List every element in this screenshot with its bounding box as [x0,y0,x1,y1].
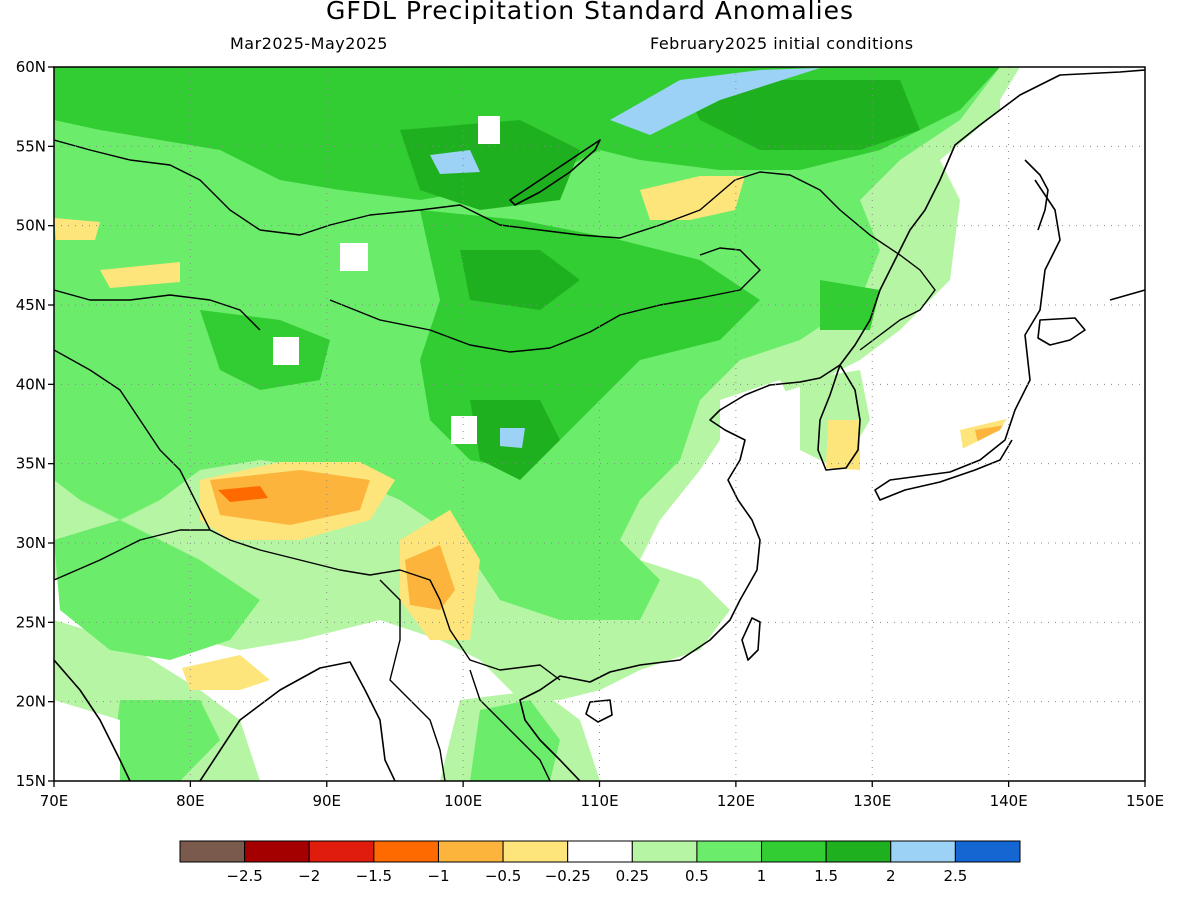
fill-lightyellow-korea [826,420,860,470]
fill-green-indochina [470,700,560,781]
fill-lightyellow-kazakh [54,218,100,240]
colorbar-swatch [502,840,569,863]
lon-tick-label: 110E [580,792,618,810]
fill-midgreen-west [200,310,330,390]
fill-lightblue-baikal [430,150,480,174]
coastline-sakhalin [1024,159,1049,231]
lat-tick-label: 35N [16,455,46,473]
fill-darkgreen-mongolia [460,250,580,310]
lon-tick-label: 150E [1126,792,1164,810]
fill-darkorange-tibet [218,486,268,502]
colorbar-swatch [437,840,504,863]
fill-lightyellow-manchuria [640,176,745,220]
fill-missing-1 [478,116,500,144]
colorbar-swatch [761,840,827,863]
map-initial-conditions: February2025 initial conditions [650,34,914,53]
border-indochina [469,669,551,781]
colorbar-swatch [179,840,246,863]
coastline-japan [874,179,1061,501]
lat-tick-label: 15N [16,772,46,790]
colorbar-swatch [890,840,956,863]
lon-tick-label: 130E [853,792,891,810]
coastline-hokkaido [1037,317,1086,346]
fill-lightblue-north [610,68,820,135]
lon-tick-label: 90E [312,792,341,810]
fill-missing-4 [451,416,477,444]
fill-ocean-pacific [720,67,1145,781]
colorbar-swatch [373,840,439,863]
coastlines [54,69,1145,781]
coastline-baikal [509,139,601,206]
fill-lightblue-qinghai [500,428,525,448]
colorbar-swatch [244,840,310,863]
lon-tick-label: 100E [444,792,482,810]
coastline-asia-east [519,69,1145,781]
map-title: GFDL Precipitation Standard Anomalies [326,0,854,25]
fill-lightyellow-central [100,262,180,288]
fill-orange-tibet [210,470,370,525]
anomaly-fills [54,67,1145,781]
border-kazakh [54,289,261,331]
lat-tick-label: 30N [16,534,46,552]
fill-midgreen-northeast [820,280,880,330]
fill-ocean-scs [600,690,760,781]
coastline-hainan [585,699,613,723]
lon-tick-label: 80E [176,792,205,810]
lon-tick-label: 70E [40,792,69,810]
grid-lines [54,67,1145,781]
map-period: Mar2025-May2025 [230,34,388,53]
colorbar-label: 0.5 [685,867,709,885]
colorbar-label: −2.5 [226,867,262,885]
colorbar-legend: −2.5 −2 −1.5 −1 −0.5 −0.25 0.25 0.5 1 1.5 2 2.5 [179,840,1021,885]
lat-tick-label: 25N [16,613,46,631]
fill-lightyellow-india [182,655,270,690]
lon-tick-label: 140E [990,792,1028,810]
fill-missing-2 [340,243,368,271]
colorbar-label: 0.25 [616,867,649,885]
colorbar-label: −2 [298,867,320,885]
border-china-west [54,349,561,681]
lon-tick-label: 120E [717,792,755,810]
fill-green-tibet-south [54,520,260,660]
coastline-korea [817,364,861,471]
colorbar-label: −0.5 [485,867,521,885]
lat-tick-label: 60N [16,58,46,76]
fill-darkgreen-baikal [400,120,580,210]
coastline-kamchatka [1109,289,1145,301]
colorbar-swatch [631,840,698,863]
colorbar-swatch [308,840,375,863]
coastline-india-bay [54,659,131,781]
colorbar-swatch [567,840,633,863]
lat-tick-label: 40N [16,375,46,393]
axis-ticks: 70E 80E 90E 100E 110E 120E 130E 140E 150E 60N 55N 5… [16,58,1164,810]
fill-orange-yunnan [405,545,455,610]
lat-tick-label: 45N [16,296,46,314]
lat-tick-label: 20N [16,693,46,711]
colorbar-label: 2 [886,867,896,885]
colorbar-label: 1.5 [814,867,838,885]
lat-tick-label: 55N [16,137,46,155]
fill-ocean-bengal [260,680,390,781]
colorbar-swatch [696,840,763,863]
fill-ocean-bay [54,700,120,781]
colorbar-label: 1 [757,867,767,885]
border-burma [379,579,446,781]
coastline-taiwan [741,617,761,661]
colorbar-swatch [954,840,1021,863]
lat-tick-label: 50N [16,217,46,235]
fill-darkgreen-north [680,80,920,150]
border-mongolia-china [329,247,761,353]
colorbar-label: −1 [427,867,449,885]
colorbar-label: −0.25 [545,867,591,885]
national-borders [54,139,936,781]
fill-green-india [110,700,220,781]
coastline-bengal [199,661,396,781]
colorbar-label: 2.5 [943,867,967,885]
fill-ocean-yellowsea [720,380,800,520]
colorbar-swatch [825,840,892,863]
border-russia-south [54,139,936,351]
fill-missing-3 [273,337,299,365]
colorbar-label: −1.5 [356,867,392,885]
